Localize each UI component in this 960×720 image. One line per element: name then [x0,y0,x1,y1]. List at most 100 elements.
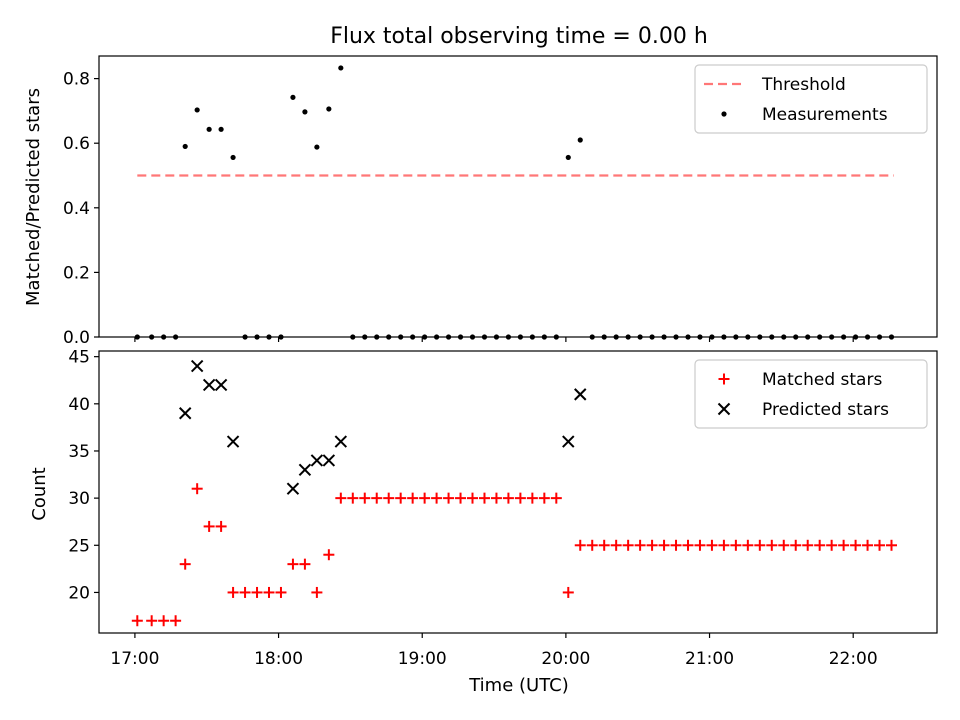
marker-stroke [334,435,348,448]
matched-star-marker [407,492,419,504]
marker-stroke [190,359,204,373]
predicted-star-marker [178,407,192,420]
matched-star-marker [586,539,598,551]
matched-star-marker [886,539,898,551]
y-tick-label: 35 [68,442,90,462]
predicted-star-marker [214,378,228,392]
y-tick-label: 30 [68,489,90,509]
matched-star-marker [179,558,191,570]
matched-star-marker [478,492,490,504]
bottom-axes: 20 25 30 35 40 45 17:00 18:00 19:00 20:00 21:00 22:… [68,348,938,669]
measurement-point [338,65,344,71]
matched-star-marker [694,539,706,551]
measurement-point [182,143,188,150]
matched-star-marker [658,539,670,551]
plot-frame [98,350,938,634]
predicted-star-marker [562,435,575,448]
matched-star-marker [826,539,838,551]
y-tick-label: 0.0 [63,328,90,348]
measurement-point [290,94,296,100]
y-tick-label: 0.6 [63,134,90,154]
matched-star-marker [371,492,383,504]
matched-star-marker [502,492,514,504]
y-tick-label: 25 [68,536,90,556]
matched-star-marker [359,492,371,504]
matched-star-marker [526,492,538,504]
matched-star-marker [275,586,287,598]
top-panel: Matched/Predicted stars 0.00.20.40.60.8 … [23,55,938,348]
matched-star-marker [766,539,778,551]
matched-star-marker [227,586,239,598]
x-tick-label: 19:00 [398,649,447,669]
marker-stroke [178,407,192,420]
matched-star-marker [158,615,170,627]
matched-star-marker [718,539,730,551]
matched-star-marker [814,539,826,551]
x-tick-label: 18:00 [254,649,303,669]
marker-stroke [562,435,575,448]
predicted-star-marker [286,482,300,495]
matched-star-marker [622,539,634,551]
y-tick-label: 45 [68,348,90,368]
matched-star-marker [131,615,143,627]
marker-stroke [322,454,336,467]
bottom-legend: Matched stars Predicted stars [694,359,928,429]
matched-star-marker [146,615,158,627]
matched-star-marker [311,586,323,598]
legend-box [694,64,928,134]
matched-star-marker [323,549,335,561]
plot-frame [98,55,938,338]
legend-box [694,359,928,429]
matched-star-marker [335,492,347,504]
figure-title: Flux total observing time = 0.00 h [330,24,708,49]
legend-matched-swatch [718,373,730,385]
predicted-star-marker [334,435,348,448]
matched-star-marker [455,492,467,504]
matched-star-marker [490,492,502,504]
matched-star-marker [646,539,658,551]
y-tick-label: 0.8 [63,70,90,90]
matched-star-marker [610,539,622,551]
legend-label: Predicted stars [762,400,889,420]
measurement-point [302,109,308,115]
matched-star-marker [395,492,407,504]
bottom-plot-marks [131,359,898,627]
marker-stroke [310,454,324,467]
measurement-point [230,154,236,161]
measurement-point [565,154,571,161]
matched-star-marker [419,492,431,504]
marker-stroke [574,388,587,401]
measurement-point [326,106,332,112]
measurement-point [314,144,320,150]
measurement-point [194,107,200,113]
x-tick-label: 20:00 [541,649,590,669]
legend-label: Measurements [762,105,888,125]
top-y-axis-label: Matched/Predicted stars [23,88,44,306]
matched-star-marker [538,492,550,504]
matched-star-marker [215,520,227,532]
predicted-star-marker [322,454,336,467]
top-axes: 0.0 0.2 0.4 0.6 0.8 [63,55,938,348]
predicted-star-marker [202,378,216,392]
marker-stroke [717,402,731,416]
matched-star-marker [778,539,790,551]
matched-star-marker [170,615,182,627]
predicted-star-marker [226,435,240,448]
y-tick-label: 40 [68,395,90,415]
matched-star-marker [287,558,299,570]
matched-star-marker [682,539,694,551]
marker-stroke [214,378,228,392]
legend-measurement-swatch [721,111,727,117]
predicted-star-marker [574,388,587,401]
legend-label: Threshold [761,75,846,95]
matched-star-marker [706,539,718,551]
x-tick-label: 21:00 [685,649,734,669]
marker-stroke [286,482,300,495]
matched-star-marker [299,558,311,570]
matched-star-marker [443,492,455,504]
matched-star-marker [730,539,742,551]
matched-star-marker [251,586,263,598]
marker-stroke [298,463,312,477]
matched-star-marker [874,539,886,551]
measurement-point [206,126,212,132]
